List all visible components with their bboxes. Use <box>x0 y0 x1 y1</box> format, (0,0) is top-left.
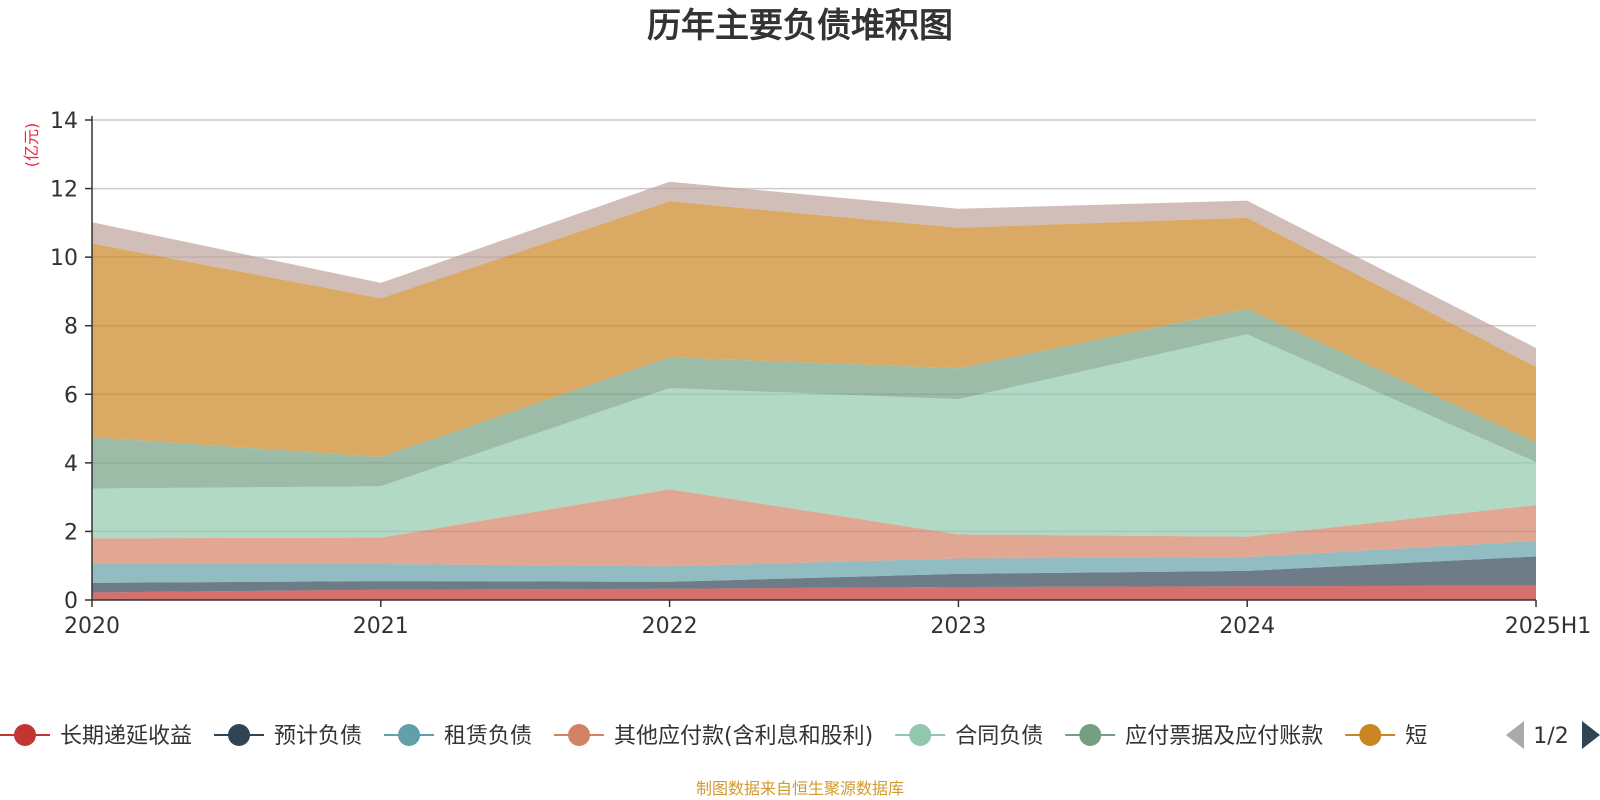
y-tick-label: 4 <box>64 452 78 477</box>
area-series-6 <box>92 201 1536 457</box>
y-tick-label: 0 <box>64 589 78 614</box>
y-tick-label: 6 <box>64 383 78 408</box>
legend-next-arrow-icon[interactable] <box>1582 721 1600 749</box>
source-note: 制图数据来自恒生聚源数据库 <box>696 779 904 798</box>
legend-label: 合同负债 <box>955 724 1043 749</box>
chart-title: 历年主要负债堆积图 <box>647 6 953 46</box>
area-series-0 <box>92 585 1536 600</box>
legend-item[interactable]: 短 <box>1345 724 1427 749</box>
legend-label: 预计负债 <box>274 724 362 749</box>
legend-page-indicator: 1/2 <box>1533 724 1568 749</box>
area-series-5 <box>92 308 1536 489</box>
area-series-1 <box>92 556 1536 593</box>
area-series-2 <box>92 541 1536 583</box>
legend-item[interactable]: 预计负债 <box>214 724 362 749</box>
legend-label: 租赁负债 <box>444 724 532 749</box>
legend-marker-icon <box>1359 724 1382 746</box>
y-tick-label: 12 <box>50 178 78 203</box>
area-series <box>92 181 1536 600</box>
legend-item[interactable]: 合同负债 <box>895 724 1043 749</box>
area-series-3 <box>92 489 1536 567</box>
legend-marker-icon <box>14 724 36 746</box>
legend-marker-icon <box>228 724 251 746</box>
legend-item[interactable]: 长期递延收益 <box>0 724 192 749</box>
y-axis-unit: (亿元) <box>22 123 41 168</box>
x-tick-label: 2023 <box>930 614 986 639</box>
x-tick-label: 2020 <box>64 614 120 639</box>
y-tick-label: 10 <box>50 246 78 271</box>
x-tick-label: 2022 <box>642 614 698 639</box>
legend-item[interactable]: 租赁负债 <box>384 724 532 749</box>
legend-marker-icon <box>568 724 591 746</box>
legend-prev-arrow-icon[interactable] <box>1506 721 1524 749</box>
y-tick-label: 14 <box>50 109 78 134</box>
legend-label: 长期递延收益 <box>60 724 192 749</box>
legend-marker-icon <box>1079 724 1102 746</box>
legend-marker-icon <box>398 724 421 746</box>
area-series-4 <box>92 334 1536 539</box>
legend-label: 应付票据及应付账款 <box>1125 724 1323 749</box>
y-tick-label: 8 <box>64 315 78 340</box>
legend-item[interactable]: 其他应付款(含利息和股利) <box>554 724 873 749</box>
legend-label: 短 <box>1405 724 1427 749</box>
x-tick-label: 2025H1 <box>1505 614 1592 639</box>
x-tick-label: 2024 <box>1219 614 1275 639</box>
axes: 0 2 4 6 8 10 12 14 2020 2021 2022 2023 2024 2025H1 <box>50 109 1591 639</box>
legend-item[interactable]: 应付票据及应付账款 <box>1065 724 1323 749</box>
legend-pager: 1/2 <box>1506 721 1600 749</box>
legend-marker-icon <box>909 724 932 746</box>
y-tick-label: 2 <box>64 520 78 545</box>
x-tick-label: 2021 <box>353 614 409 639</box>
legend-label: 其他应付款(含利息和股利) <box>614 724 873 749</box>
legend: 长期递延收益 预计负债 租赁负债 其他应付款(含利息和股利) 合同负债 应付票据及应付账款… <box>0 724 1427 749</box>
